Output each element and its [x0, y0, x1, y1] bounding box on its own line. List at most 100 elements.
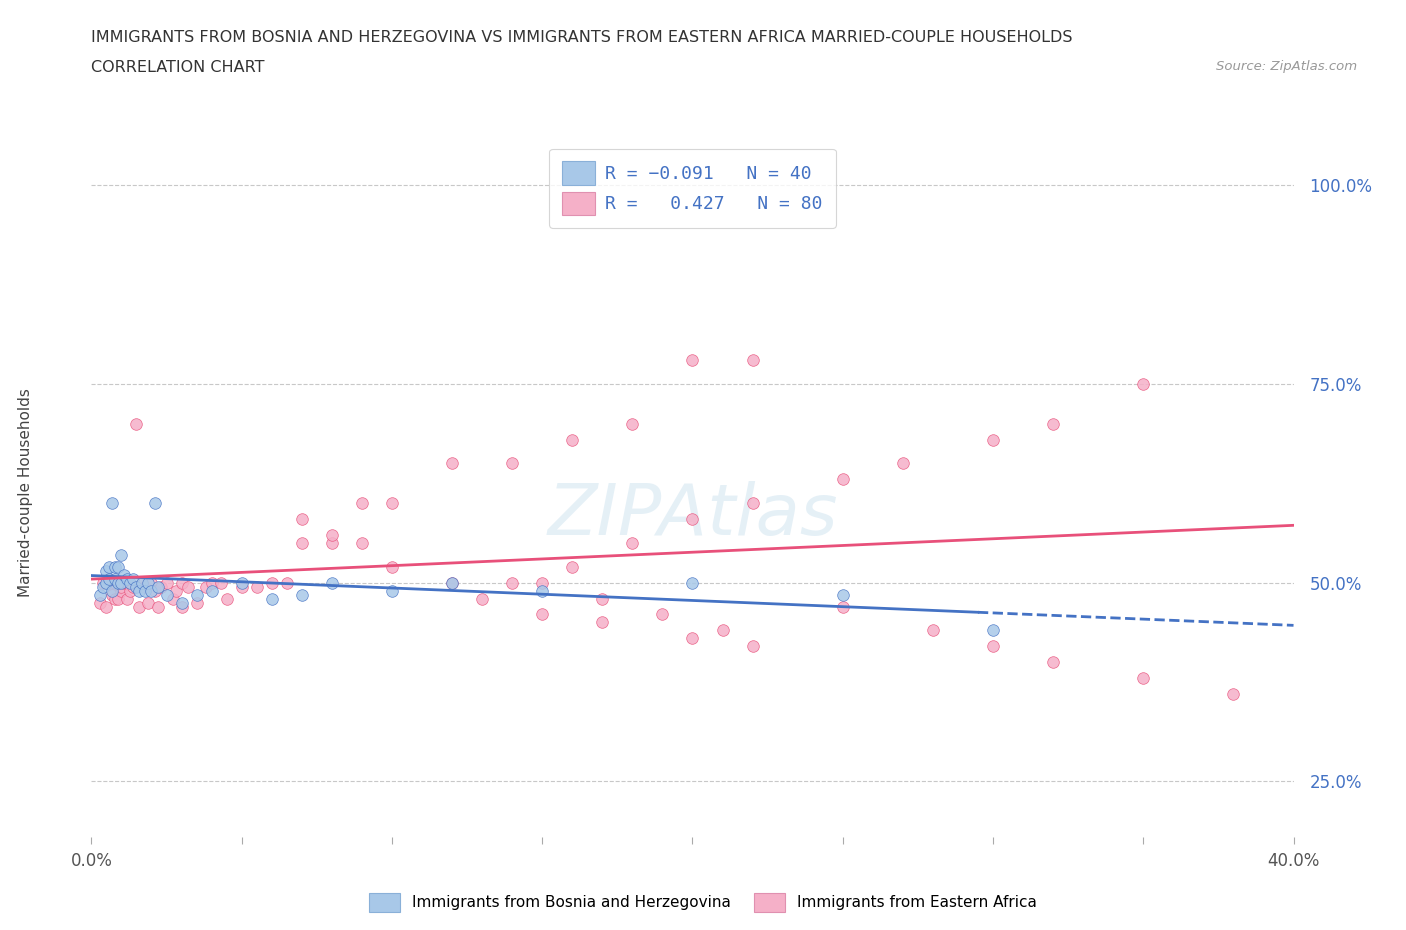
Point — [110, 576, 132, 591]
Point — [350, 536, 373, 551]
Point — [201, 583, 224, 598]
Point — [621, 417, 644, 432]
Text: Source: ZipAtlas.com: Source: ZipAtlas.com — [1216, 60, 1357, 73]
Point — [209, 576, 232, 591]
Point — [501, 456, 523, 471]
Point — [122, 571, 145, 586]
Point — [194, 579, 217, 594]
Point — [681, 631, 703, 645]
Point — [260, 591, 283, 606]
Point — [131, 576, 153, 591]
Point — [1042, 417, 1064, 432]
Point — [98, 559, 121, 574]
Point — [170, 599, 193, 614]
Point — [141, 576, 163, 591]
Point — [231, 576, 253, 591]
Point — [155, 576, 177, 591]
Point — [741, 639, 763, 654]
Point — [93, 576, 115, 591]
Legend: Immigrants from Bosnia and Herzegovina, Immigrants from Eastern Africa: Immigrants from Bosnia and Herzegovina, … — [363, 887, 1043, 918]
Point — [117, 571, 139, 586]
Point — [134, 579, 156, 594]
Point — [321, 536, 343, 551]
Point — [981, 639, 1004, 654]
Text: IMMIGRANTS FROM BOSNIA AND HERZEGOVINA VS IMMIGRANTS FROM EASTERN AFRICA MARRIED: IMMIGRANTS FROM BOSNIA AND HERZEGOVINA V… — [91, 30, 1073, 45]
Point — [104, 576, 127, 591]
Point — [131, 576, 153, 591]
Point — [741, 496, 763, 511]
Point — [681, 512, 703, 526]
Point — [101, 583, 124, 598]
Point — [831, 472, 853, 486]
Point — [155, 587, 177, 602]
Point — [107, 591, 129, 606]
Point — [531, 576, 554, 591]
Point — [101, 496, 124, 511]
Point — [591, 615, 613, 630]
Point — [186, 587, 208, 602]
Point — [681, 352, 703, 367]
Point — [711, 623, 734, 638]
Text: Married-couple Households: Married-couple Households — [18, 389, 32, 597]
Point — [134, 583, 156, 598]
Text: ZIPAtlas: ZIPAtlas — [547, 481, 838, 551]
Point — [321, 576, 343, 591]
Point — [501, 576, 523, 591]
Point — [321, 527, 343, 542]
Point — [117, 576, 139, 591]
Point — [96, 599, 118, 614]
Point — [531, 607, 554, 622]
Point — [107, 576, 129, 591]
Point — [201, 576, 224, 591]
Point — [120, 576, 142, 591]
Point — [170, 576, 193, 591]
Point — [141, 583, 163, 598]
Point — [276, 576, 298, 591]
Point — [231, 579, 253, 594]
Point — [138, 576, 160, 591]
Point — [120, 583, 142, 598]
Point — [440, 576, 463, 591]
Point — [170, 595, 193, 610]
Point — [146, 579, 169, 594]
Point — [128, 583, 150, 598]
Point — [117, 591, 139, 606]
Point — [891, 456, 914, 471]
Point — [101, 587, 124, 602]
Point — [186, 595, 208, 610]
Point — [831, 587, 853, 602]
Point — [96, 576, 118, 591]
Point — [681, 576, 703, 591]
Point — [104, 591, 127, 606]
Point — [162, 591, 184, 606]
Point — [440, 576, 463, 591]
Point — [381, 583, 404, 598]
Point — [350, 496, 373, 511]
Point — [125, 579, 148, 594]
Point — [125, 417, 148, 432]
Point — [831, 599, 853, 614]
Point — [110, 579, 132, 594]
Point — [128, 599, 150, 614]
Point — [110, 583, 132, 598]
Point — [291, 536, 314, 551]
Point — [114, 576, 136, 591]
Point — [381, 496, 404, 511]
Point — [98, 571, 121, 586]
Point — [471, 591, 494, 606]
Point — [246, 579, 269, 594]
Point — [741, 352, 763, 367]
Point — [215, 591, 238, 606]
Text: CORRELATION CHART: CORRELATION CHART — [91, 60, 264, 75]
Point — [104, 571, 127, 586]
Legend: R = −0.091   N = 40, R =   0.427   N = 80: R = −0.091 N = 40, R = 0.427 N = 80 — [550, 149, 835, 228]
Point — [561, 432, 583, 447]
Point — [1042, 655, 1064, 670]
Point — [291, 512, 314, 526]
Point — [89, 595, 111, 610]
Point — [440, 456, 463, 471]
Point — [143, 583, 166, 598]
Point — [381, 559, 404, 574]
Point — [1222, 686, 1244, 701]
Point — [96, 564, 118, 578]
